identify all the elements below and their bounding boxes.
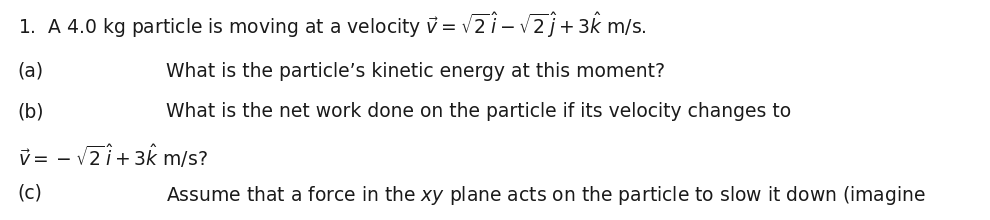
Text: Assume that a force in the $xy$ plane acts on the particle to slow it down (imag: Assume that a force in the $xy$ plane ac… [166, 184, 927, 207]
Text: 1.  A 4.0 kg particle is moving at a velocity $\vec{v} = \sqrt{2}\,\hat{i} - \sq: 1. A 4.0 kg particle is moving at a velo… [18, 10, 646, 40]
Text: $\vec{v} = -\sqrt{2}\,\hat{i} + 3\hat{k}$ m/s?: $\vec{v} = -\sqrt{2}\,\hat{i} + 3\hat{k}… [18, 142, 208, 170]
Text: (a): (a) [18, 62, 44, 81]
Text: (c): (c) [18, 184, 43, 203]
Text: What is the net work done on the particle if its velocity changes to: What is the net work done on the particl… [166, 102, 791, 121]
Text: What is the particle’s kinetic energy at this moment?: What is the particle’s kinetic energy at… [166, 62, 665, 81]
Text: (b): (b) [18, 102, 45, 121]
